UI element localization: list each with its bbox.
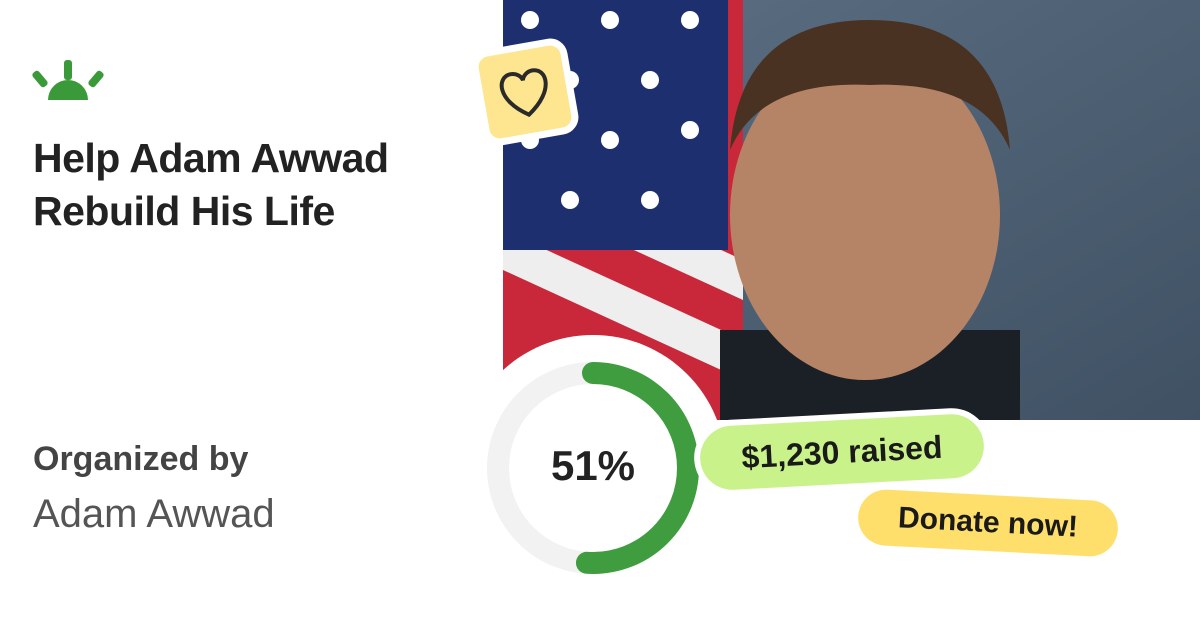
heart-badge [471, 38, 579, 146]
logo [32, 60, 104, 100]
organizer-name: Adam Awwad [33, 492, 275, 536]
progress-arc [487, 362, 699, 574]
title: Help Adam Awwad Rebuild His Life [33, 135, 389, 234]
organizer-label: Organized by [33, 440, 249, 478]
progress-label: 51% [550, 442, 636, 489]
